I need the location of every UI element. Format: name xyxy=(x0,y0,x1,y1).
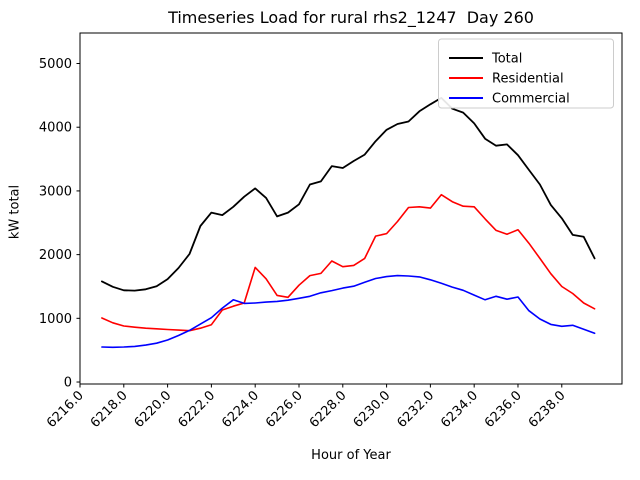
y-tick-label: 5000 xyxy=(39,57,72,72)
x-tick-label: 6230.0 xyxy=(351,388,394,431)
legend-label-residential: Residential xyxy=(492,72,564,87)
y-tick-label: 0 xyxy=(64,376,72,391)
x-tick-label: 6238.0 xyxy=(526,388,569,431)
y-axis-label: kW total xyxy=(7,184,23,240)
x-tick-label: 6236.0 xyxy=(482,388,525,431)
y-tick-label: 1000 xyxy=(39,312,72,327)
x-tick-label: 6218.0 xyxy=(88,388,131,431)
x-tick-label: 6222.0 xyxy=(175,388,218,431)
y-tick-label: 2000 xyxy=(39,248,72,263)
y-tick-label: 3000 xyxy=(39,184,72,199)
axes-frame xyxy=(79,32,623,385)
x-tick-label: 6226.0 xyxy=(263,388,306,431)
series-line-commercial xyxy=(101,274,596,349)
y-tick-label: 4000 xyxy=(39,121,72,136)
chart-title: Timeseries Load for rural rhs2_1247 Day … xyxy=(168,8,534,27)
legend-label-commercial: Commercial xyxy=(492,92,570,107)
x-tick-label: 6232.0 xyxy=(394,388,437,431)
series-line-residential xyxy=(101,193,596,332)
x-tick-label: 6224.0 xyxy=(219,388,262,431)
legend-label-total: Total xyxy=(491,52,522,67)
series-line-total xyxy=(101,97,596,292)
x-axis-label: Hour of Year xyxy=(311,448,391,463)
x-tick-label: 6220.0 xyxy=(132,388,175,431)
x-tick-label: 6228.0 xyxy=(307,388,350,431)
legend-box xyxy=(438,38,614,109)
x-tick-label: 6216.0 xyxy=(44,388,87,431)
x-tick-label: 6234.0 xyxy=(438,388,481,431)
